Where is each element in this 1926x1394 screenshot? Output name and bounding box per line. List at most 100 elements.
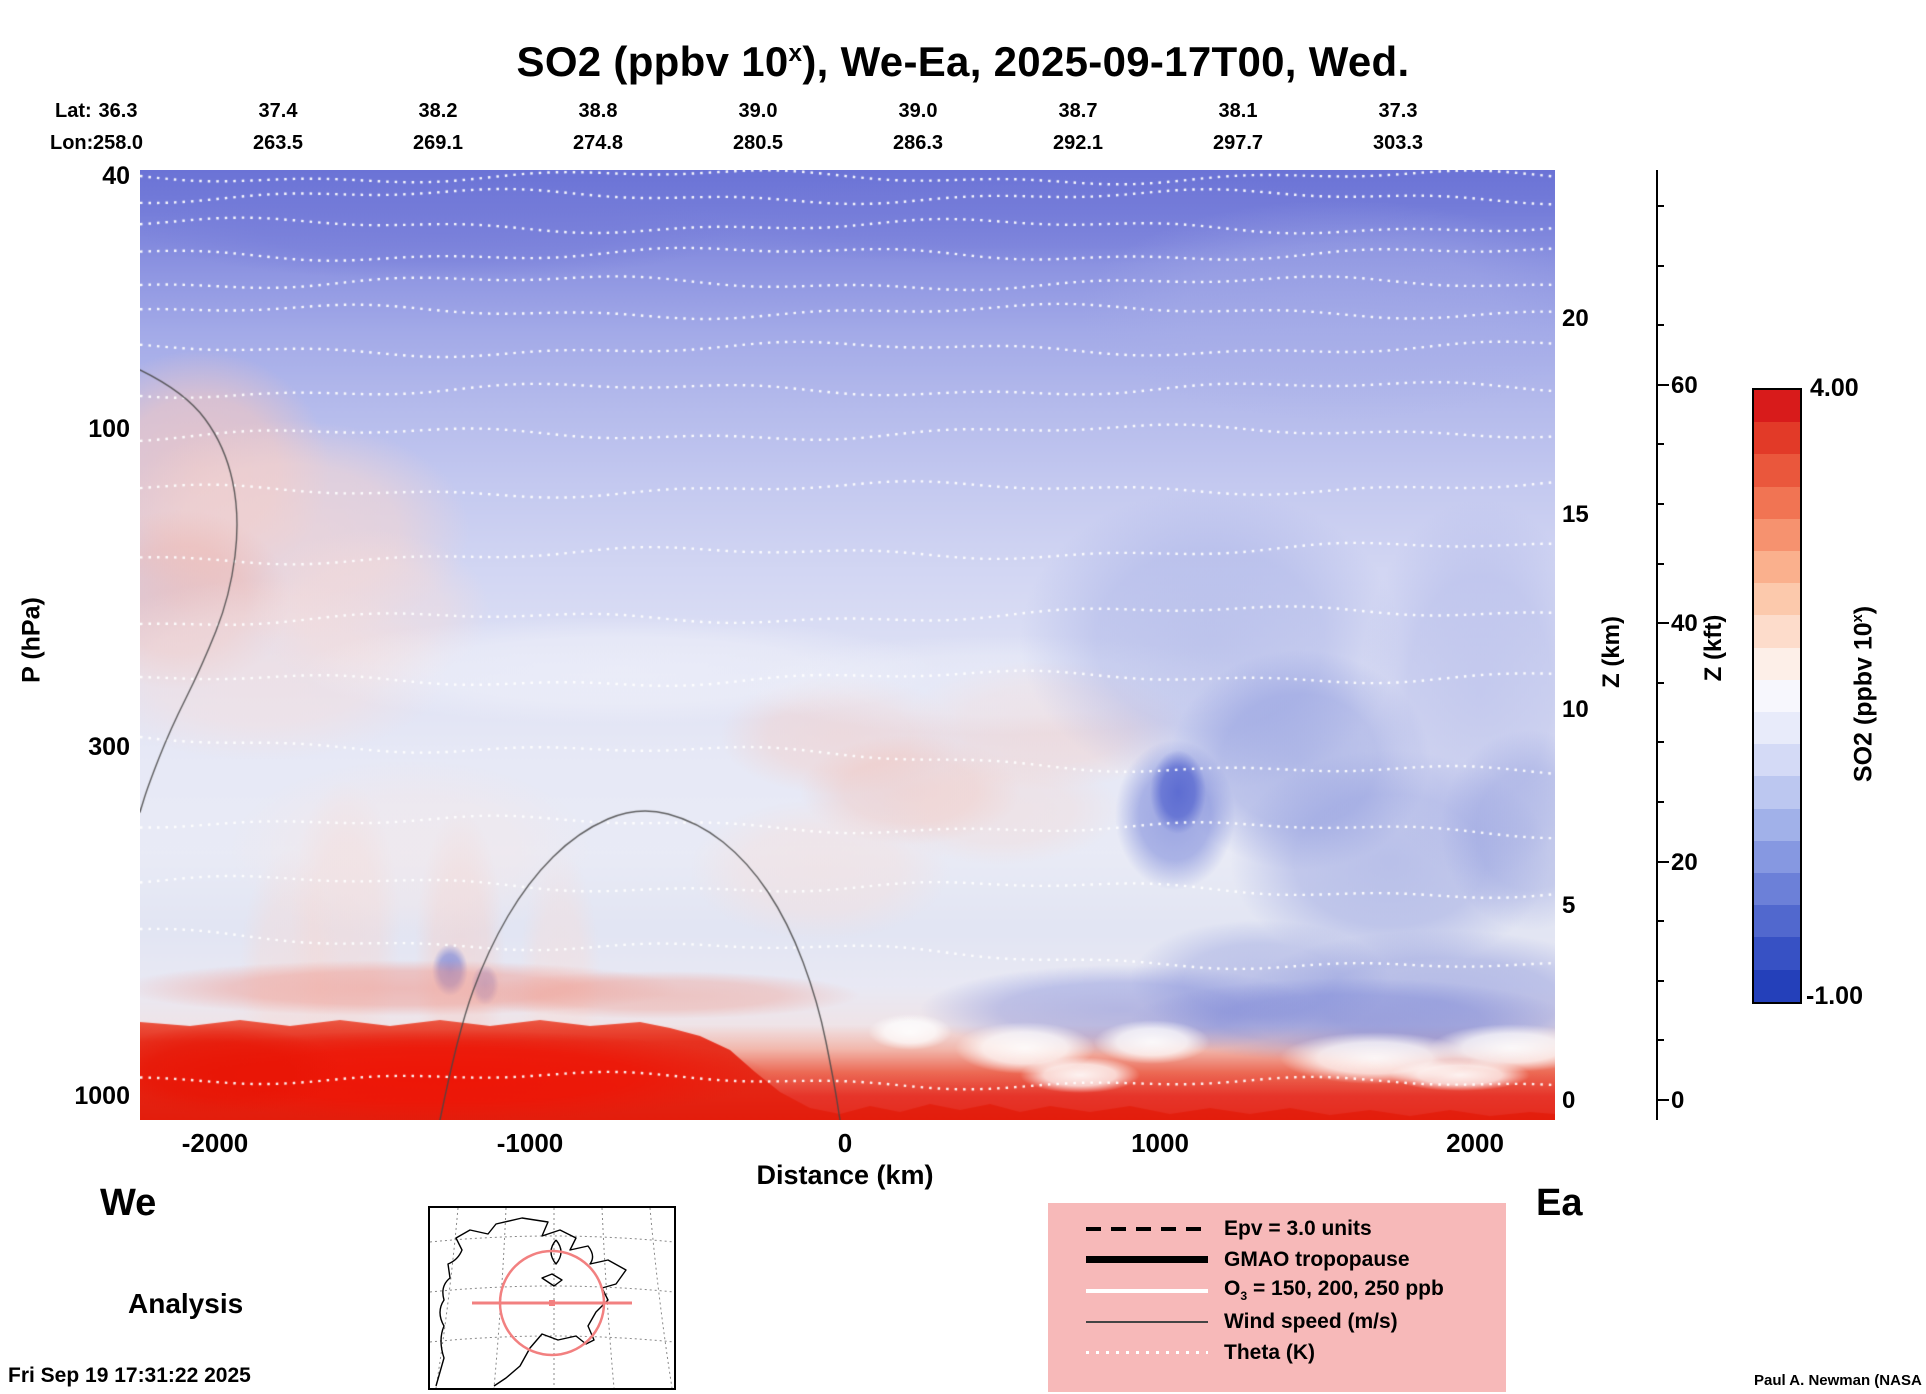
colorbar-segment — [1754, 422, 1800, 455]
page-title: SO2 (ppbv 10x), We-Ea, 2025-09-17T00, We… — [516, 38, 1410, 85]
colorbar-segment — [1754, 486, 1800, 519]
lat-value: 38.1 — [1218, 100, 1258, 122]
colorbar-segment — [1754, 454, 1800, 487]
zkft-tickmark — [1658, 681, 1664, 684]
distance-axis-label: Distance (km) — [756, 1160, 934, 1190]
legend-item-label: GMAO tropopause — [1224, 1247, 1410, 1271]
legend-item-label: O3 = 150, 200, 250 ppb — [1224, 1277, 1444, 1304]
colorbar-segment — [1754, 712, 1800, 745]
transect-center-dot — [549, 1300, 555, 1306]
zkft-tickmark — [1658, 443, 1664, 446]
colorbar-segment — [1754, 873, 1800, 906]
zkft-tick-label: 20 — [1671, 849, 1698, 876]
zkm-tick-label: 20 — [1562, 305, 1589, 332]
map-graticule — [430, 1208, 674, 1388]
colorbar-segment — [1754, 518, 1800, 552]
legend-box: Epv = 3.0 units GMAO tropopause O3 = 150, … — [1048, 1203, 1506, 1392]
analysis-mode-label: Analysis — [128, 1288, 244, 1319]
map-transect-marker — [472, 1249, 632, 1357]
lat-key-label: Lat: — [55, 100, 92, 122]
legend-item-tropopause: GMAO tropopause — [1048, 1244, 1506, 1275]
legend-item-epv: Epv = 3.0 units — [1048, 1213, 1506, 1244]
colorbar-segment — [1754, 840, 1800, 874]
legend-item-label: Epv = 3.0 units — [1224, 1216, 1372, 1240]
wind-line-sample — [1086, 1320, 1208, 1323]
colorbar-max-label: 4.00 — [1810, 374, 1859, 402]
zkm-tick-label: 5 — [1562, 892, 1576, 919]
map-coastline — [435, 1217, 627, 1387]
top-axis-lon-row: Lon: 258.0 263.5 269.1 274.8 280.5 286.3 292.1… — [0, 132, 1926, 158]
transect-start-label: We — [100, 1182, 157, 1224]
lon-value: 303.3 — [1372, 132, 1424, 154]
legend-item-theta: Theta (K) — [1048, 1337, 1506, 1368]
colorbar-segment — [1754, 679, 1800, 713]
lat-value: 38.7 — [1058, 100, 1098, 122]
transect-circle — [498, 1249, 606, 1357]
distance-tick-label: -2000 — [181, 1128, 249, 1158]
colorbar-segment — [1754, 937, 1800, 970]
lon-value: 263.5 — [252, 132, 304, 154]
colorbar-segment — [1754, 905, 1800, 938]
zkft-tickmark — [1658, 264, 1664, 267]
lat-value: 37.4 — [258, 100, 298, 122]
zkft-tick-label: 40 — [1671, 610, 1698, 637]
legend-item-o3: O3 = 150, 200, 250 ppb — [1048, 1275, 1506, 1306]
credit-label: Paul A. Newman (NASA — [1754, 1372, 1922, 1389]
zkft-tick-label: 0 — [1671, 1087, 1685, 1114]
colorbar-segment — [1754, 969, 1800, 1002]
lat-value: 38.2 — [418, 100, 458, 122]
generated-timestamp: Fri Sep 19 17:31:22 2025 — [8, 1364, 251, 1387]
zkm-tick-label: 10 — [1562, 696, 1589, 723]
colorbar-segment — [1754, 808, 1800, 841]
colorbar-segment — [1754, 551, 1800, 584]
pressure-tick-label: 1000 — [74, 1082, 130, 1110]
zkft-tickmark — [1658, 324, 1664, 327]
lon-value: 274.8 — [572, 132, 624, 154]
lat-value: 38.8 — [578, 100, 618, 122]
colorbar-segment — [1754, 390, 1800, 423]
zkft-tickmark — [1658, 383, 1669, 386]
lon-value: 286.3 — [892, 132, 944, 154]
colorbar-segment — [1754, 647, 1800, 680]
zkft-tickmark — [1658, 205, 1664, 207]
lon-value: 269.1 — [412, 132, 464, 154]
lat-value: 36.3 — [98, 100, 138, 122]
zkft-tickmark — [1658, 920, 1664, 923]
cross-section-plot — [140, 170, 1555, 1120]
zkft-tickmark — [1658, 1099, 1669, 1101]
zkm-tick-label: 15 — [1562, 501, 1589, 528]
legend-item-label: Wind speed (m/s) — [1224, 1309, 1398, 1333]
colorbar-segment — [1754, 583, 1800, 616]
distance-tick-label: 2000 — [1446, 1128, 1504, 1158]
lon-value: 280.5 — [732, 132, 784, 154]
zkft-tickmark — [1658, 503, 1664, 505]
so2-colorbar — [1752, 388, 1802, 1004]
colorbar-segment — [1754, 615, 1800, 648]
top-axis-lat-row: Lat: 36.3 37.4 38.2 38.8 39.0 39.0 38.7 38.1 37.… — [0, 100, 1926, 126]
tropopause-line-sample — [1086, 1256, 1208, 1263]
zkft-tickmark — [1658, 1039, 1664, 1042]
lon-value: 292.1 — [1052, 132, 1104, 154]
pressure-tick-label: 40 — [102, 162, 130, 190]
theta-line-sample — [1086, 1351, 1208, 1354]
distance-tick-label: 1000 — [1131, 1128, 1189, 1158]
colorbar-min-label: -1.00 — [1806, 982, 1863, 1010]
zkft-tickmark — [1658, 801, 1664, 803]
lat-value: 39.0 — [898, 100, 938, 122]
pressure-tick-label: 100 — [88, 415, 130, 443]
distance-tick-label: 0 — [837, 1128, 853, 1158]
colorbar-segment — [1754, 744, 1800, 777]
epv-line-sample — [1086, 1226, 1208, 1231]
zkft-tick-label: 60 — [1671, 372, 1698, 399]
legend-item-wind: Wind speed (m/s) — [1048, 1306, 1506, 1337]
zkft-tickmark — [1658, 860, 1669, 863]
legend-item-label: Theta (K) — [1224, 1340, 1315, 1364]
zkft-tickmark — [1658, 741, 1664, 744]
colorbar-segment — [1754, 776, 1800, 809]
zkft-tickmark — [1658, 562, 1664, 565]
zkft-axis-line — [1656, 170, 1658, 1120]
lon-key-label: Lon: — [50, 132, 94, 154]
zkft-tickmark — [1658, 622, 1669, 625]
zkft-tickmark — [1658, 979, 1664, 982]
zkm-tick-label: 0 — [1562, 1087, 1576, 1114]
